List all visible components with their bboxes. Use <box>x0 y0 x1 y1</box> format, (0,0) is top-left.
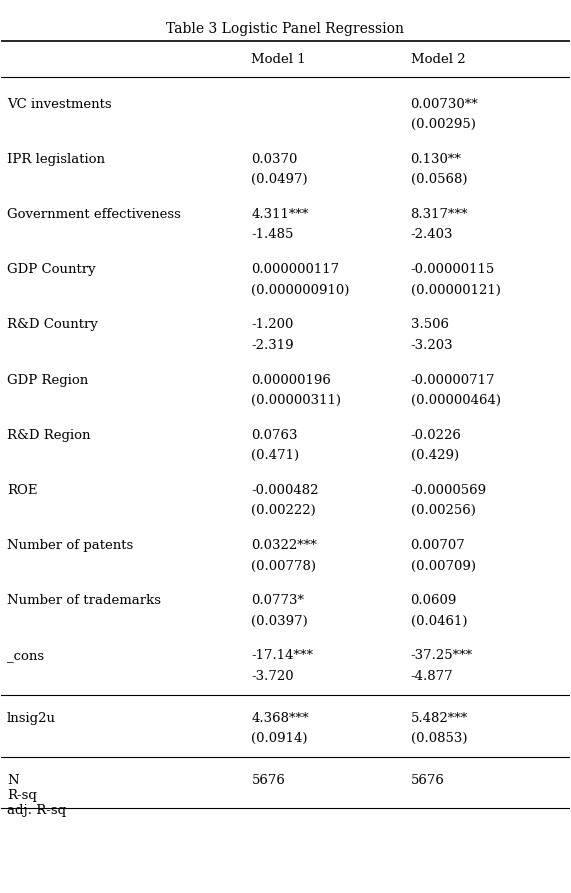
Text: 0.00730**: 0.00730** <box>411 97 478 111</box>
Text: -1.200: -1.200 <box>251 318 294 331</box>
Text: (0.00295): (0.00295) <box>411 118 476 131</box>
Text: 4.368***: 4.368*** <box>251 712 309 725</box>
Text: 0.0773*: 0.0773* <box>251 594 304 607</box>
Text: -17.14***: -17.14*** <box>251 649 313 663</box>
Text: 0.000000117: 0.000000117 <box>251 263 340 276</box>
Text: (0.429): (0.429) <box>411 449 459 463</box>
Text: -3.203: -3.203 <box>411 338 453 352</box>
Text: -2.319: -2.319 <box>251 338 294 352</box>
Text: VC investments: VC investments <box>7 97 112 111</box>
Text: 3.506: 3.506 <box>411 318 448 331</box>
Text: GDP Region: GDP Region <box>7 373 89 387</box>
Text: 0.0322***: 0.0322*** <box>251 539 317 552</box>
Text: (0.0497): (0.0497) <box>251 173 308 187</box>
Text: -2.403: -2.403 <box>411 229 453 241</box>
Text: ROE: ROE <box>7 484 38 497</box>
Text: -0.000482: -0.000482 <box>251 484 319 497</box>
Text: GDP Country: GDP Country <box>7 263 96 276</box>
Text: (0.0397): (0.0397) <box>251 614 308 628</box>
Text: 0.00000196: 0.00000196 <box>251 373 331 387</box>
Text: -0.0226: -0.0226 <box>411 429 461 442</box>
Text: 8.317***: 8.317*** <box>411 208 468 221</box>
Text: 4.311***: 4.311*** <box>251 208 309 221</box>
Text: IPR legislation: IPR legislation <box>7 153 105 166</box>
Text: _cons: _cons <box>7 649 44 663</box>
Text: 5.482***: 5.482*** <box>411 712 468 725</box>
Text: Number of patents: Number of patents <box>7 539 133 552</box>
Text: 0.0370: 0.0370 <box>251 153 298 166</box>
Text: (0.00256): (0.00256) <box>411 505 476 517</box>
Text: (0.00709): (0.00709) <box>411 560 476 572</box>
Text: (0.0853): (0.0853) <box>411 732 467 746</box>
Text: -0.0000569: -0.0000569 <box>411 484 486 497</box>
Text: (0.471): (0.471) <box>251 449 300 463</box>
Text: (0.00222): (0.00222) <box>251 505 316 517</box>
Text: -0.00000717: -0.00000717 <box>411 373 495 387</box>
Text: 0.0763: 0.0763 <box>251 429 298 442</box>
Text: Number of trademarks: Number of trademarks <box>7 594 161 607</box>
Text: (0.0461): (0.0461) <box>411 614 467 628</box>
Text: -3.720: -3.720 <box>251 670 294 683</box>
Text: -1.485: -1.485 <box>251 229 294 241</box>
Text: Government effectiveness: Government effectiveness <box>7 208 181 221</box>
Text: 0.0609: 0.0609 <box>411 594 457 607</box>
Text: (0.00000121): (0.00000121) <box>411 284 500 296</box>
Text: 0.130**: 0.130** <box>411 153 461 166</box>
Text: -37.25***: -37.25*** <box>411 649 473 663</box>
Text: (0.00000464): (0.00000464) <box>411 394 501 407</box>
Text: (0.000000910): (0.000000910) <box>251 284 350 296</box>
Text: 0.00707: 0.00707 <box>411 539 465 552</box>
Text: (0.00778): (0.00778) <box>251 560 316 572</box>
Text: R&D Country: R&D Country <box>7 318 98 331</box>
Text: -0.00000115: -0.00000115 <box>411 263 494 276</box>
Text: (0.0568): (0.0568) <box>411 173 467 187</box>
Text: (0.00000311): (0.00000311) <box>251 394 341 407</box>
Text: (0.0914): (0.0914) <box>251 732 308 746</box>
Text: 5676: 5676 <box>411 774 444 787</box>
Text: lnsig2u: lnsig2u <box>7 712 56 725</box>
Text: Model 2: Model 2 <box>411 53 465 66</box>
Text: 5676: 5676 <box>251 774 286 787</box>
Text: R&D Region: R&D Region <box>7 429 91 442</box>
Text: N
R-sq
adj. R-sq: N R-sq adj. R-sq <box>7 774 66 817</box>
Text: Model 1: Model 1 <box>251 53 306 66</box>
Text: -4.877: -4.877 <box>411 670 453 683</box>
Text: Table 3 Logistic Panel Regression: Table 3 Logistic Panel Regression <box>167 22 404 37</box>
